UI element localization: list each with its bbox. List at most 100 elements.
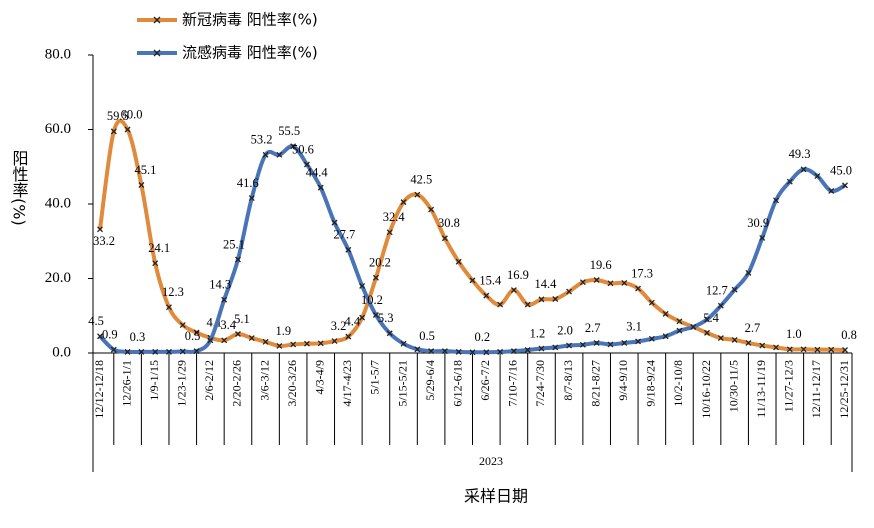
point-marker: [717, 302, 724, 309]
point-marker: [593, 339, 600, 346]
point-marker: [138, 182, 145, 188]
data-label: 14.3: [209, 278, 231, 292]
point-marker: [538, 296, 545, 303]
point-marker: [524, 347, 531, 353]
y-tick-label: 60.0: [45, 121, 71, 137]
point-marker: [317, 340, 324, 347]
x-tick-label: 12/11-12/17: [809, 360, 823, 418]
point-marker: [152, 260, 159, 267]
data-label: 30.9: [747, 216, 769, 230]
x-tick-label: 6/26-7/2: [478, 360, 492, 401]
data-label: 0.9: [102, 328, 118, 342]
x-tick-label: 11/13-11/19: [754, 360, 768, 418]
x-tick-label: 5/15-5/21: [395, 360, 409, 407]
x-tick-label: 1/23-1/29: [175, 360, 189, 407]
data-label: 60.0: [121, 107, 143, 121]
x-tick-label: 5/1-5/7: [368, 360, 382, 395]
point-marker: [510, 287, 517, 294]
point-marker: [290, 143, 297, 150]
point-marker: [510, 348, 517, 355]
data-label: 33.2: [93, 234, 115, 248]
point-marker: [248, 335, 255, 342]
point-marker: [814, 173, 821, 180]
point-marker: [497, 301, 504, 308]
point-marker: [414, 346, 421, 353]
data-label: 1.9: [276, 324, 292, 338]
point-marker: [276, 151, 283, 158]
point-marker: [828, 346, 835, 353]
point-marker: [303, 340, 310, 347]
data-label: 4.5: [88, 314, 104, 328]
data-label: 2.7: [585, 321, 601, 335]
data-label: 53.2: [251, 133, 273, 147]
point-marker: [455, 258, 462, 265]
x-tick-label: 10/30-11/5: [726, 360, 740, 412]
data-label: 44.4: [306, 165, 329, 179]
data-label: 0.3: [130, 330, 146, 344]
point-marker: [842, 347, 848, 353]
x-tick-label: 2/20-2/26: [230, 360, 244, 407]
point-marker: [731, 337, 738, 343]
point-marker: [359, 314, 366, 321]
point-marker: [483, 349, 490, 356]
point-marker: [786, 178, 793, 185]
point-marker: [745, 339, 752, 346]
point-marker: [248, 195, 255, 201]
point-marker: [842, 182, 848, 189]
point-marker: [221, 296, 228, 303]
y-tick-label: 20.0: [45, 270, 71, 286]
point-marker: [193, 329, 200, 336]
point-marker: [110, 128, 117, 135]
data-label: 3.2: [331, 319, 347, 333]
point-marker: [97, 333, 103, 340]
point-marker: [483, 292, 490, 299]
data-label: 55.5: [278, 124, 300, 138]
data-label: 32.4: [383, 210, 406, 224]
point-marker: [221, 337, 228, 344]
point-marker: [372, 312, 379, 318]
data-label: 5.3: [378, 311, 394, 325]
point-marker: [428, 206, 435, 213]
point-marker: [814, 346, 821, 353]
point-marker: [262, 151, 269, 158]
data-label: 15.4: [479, 274, 502, 288]
year-label: 2023: [479, 454, 503, 468]
point-marker: [828, 188, 835, 194]
data-label: 30.8: [438, 216, 460, 230]
data-label: 42.5: [410, 173, 432, 187]
point-marker: [331, 338, 338, 345]
data-label: 2.0: [557, 323, 573, 337]
data-label: 45.1: [134, 163, 156, 177]
data-label: 0.8: [841, 328, 857, 342]
data-label: 3.1: [626, 319, 642, 333]
point-marker: [469, 277, 476, 284]
point-marker: [179, 322, 186, 329]
point-marker: [524, 301, 531, 308]
data-label: 16.9: [507, 268, 529, 282]
point-marker: [276, 342, 283, 349]
point-marker: [566, 342, 573, 349]
data-label: 12.7: [706, 284, 728, 298]
x-tick-label: 5/29-6/4: [423, 360, 437, 401]
y-tick-label: 80.0: [45, 46, 71, 62]
point-marker: [759, 342, 766, 349]
point-marker: [414, 191, 421, 198]
point-marker: [745, 269, 752, 276]
point-marker: [704, 329, 710, 336]
point-marker: [704, 316, 710, 323]
data-label: 59.5: [107, 109, 129, 123]
point-marker: [717, 335, 724, 342]
point-marker: [786, 346, 793, 353]
data-label: 24.1: [148, 241, 170, 255]
point-marker: [552, 296, 559, 302]
point-marker: [207, 337, 214, 344]
point-marker: [635, 285, 642, 292]
point-marker: [676, 327, 683, 334]
point-marker: [97, 226, 103, 233]
point-marker: [179, 348, 186, 355]
point-marker: [759, 234, 766, 241]
x-tick-label: 3/6-3/12: [257, 360, 271, 401]
legend-label: 流感病毒 阳性率(%): [182, 44, 318, 62]
point-marker: [773, 197, 779, 204]
point-marker: [648, 299, 655, 306]
